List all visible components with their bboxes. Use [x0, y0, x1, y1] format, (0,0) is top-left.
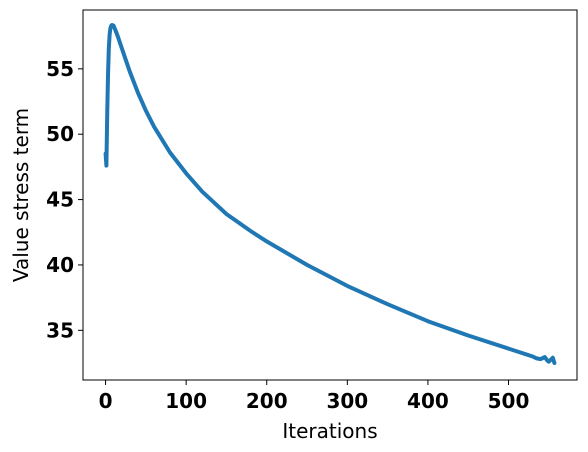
y-tick-label: 35 [46, 318, 74, 342]
x-tick-label: 0 [99, 389, 113, 413]
plot-marks [103, 23, 557, 365]
y-axis-ticks: 35 40 45 50 55 [46, 57, 83, 342]
y-tick-label: 55 [46, 57, 74, 81]
x-tick-label: 500 [488, 389, 530, 413]
x-tick-label: 400 [407, 389, 449, 413]
x-axis-ticks: 0 100 200 300 400 500 [99, 380, 530, 413]
y-axis-title: Value stress term [9, 108, 33, 282]
x-tick-label: 300 [326, 389, 368, 413]
series-line [103, 23, 557, 365]
plot-frame [82, 9, 578, 381]
x-axis-title: Iterations [282, 419, 377, 443]
x-tick-label: 100 [165, 389, 207, 413]
y-tick-label: 40 [46, 253, 74, 277]
x-tick-label: 200 [246, 389, 288, 413]
y-tick-label: 45 [46, 188, 74, 212]
y-tick-label: 50 [46, 122, 74, 146]
